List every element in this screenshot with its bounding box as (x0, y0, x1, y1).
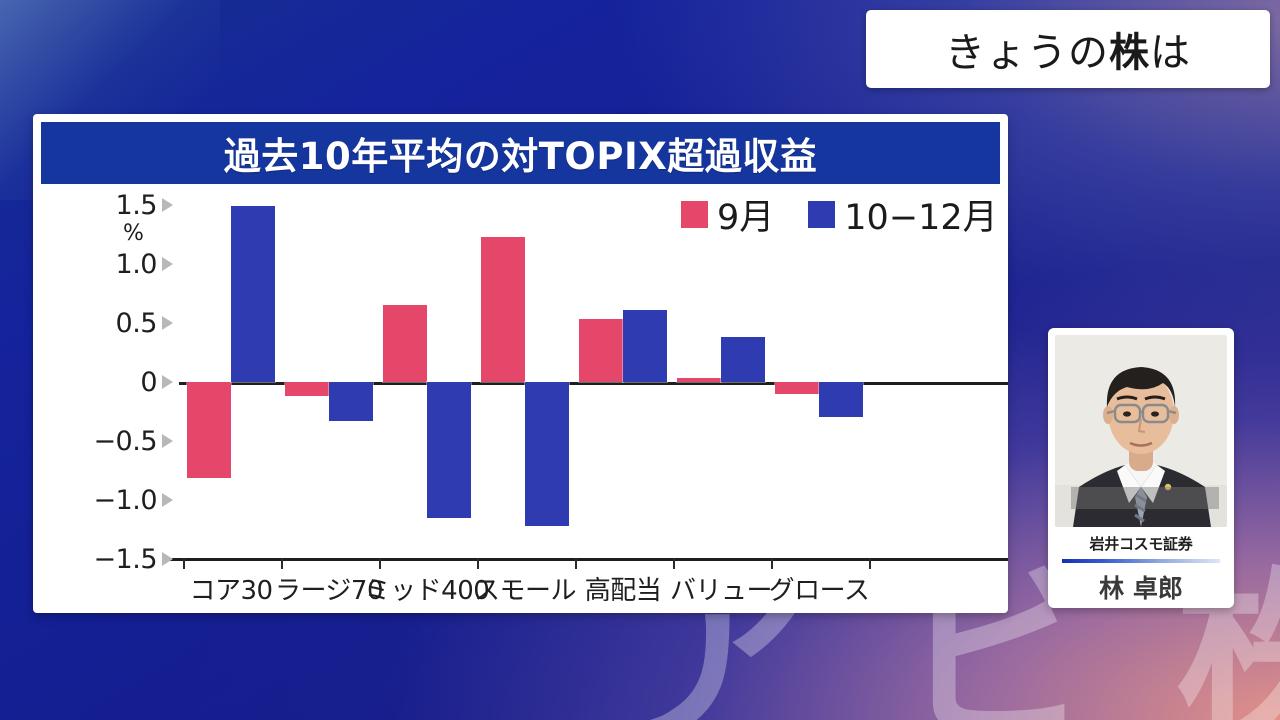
bar-グロース-10−12月 (818, 380, 864, 419)
y-axis-tick-label: −1.5 (93, 543, 157, 575)
y-axis-tick-label: −1.0 (93, 484, 157, 516)
x-axis-label-3: スモール (473, 576, 577, 606)
y-axis-tick-label: 0 (140, 366, 157, 398)
y-axis-tick-triangle-icon (162, 375, 173, 389)
bar-スモール-9月 (480, 235, 526, 383)
y-axis-tick-label: −0.5 (93, 425, 157, 457)
legend-label: 9月 (717, 198, 775, 238)
bar-バリュー-10−12月 (720, 336, 766, 383)
commentator-firm: 岩井コスモ証券 (1089, 535, 1193, 553)
bar-ミッド400-10−12月 (426, 381, 472, 519)
x-axis-label-6: グロース (768, 576, 870, 606)
x-axis-label-0: コア30 (189, 576, 273, 606)
bar-スモール-10−12月 (524, 381, 570, 527)
y-axis-tick-label: 1.5 (115, 189, 158, 221)
x-axis-label-4: 高配当 (584, 576, 662, 606)
portrait-illustration (1055, 335, 1227, 527)
x-axis-tick-edge-0 (183, 558, 185, 569)
y-axis-tick-6: −1.5 (33, 541, 173, 577)
y-axis-tick-triangle-icon (162, 434, 173, 448)
legend-swatch-icon (808, 201, 836, 228)
banner-prefix: きょうの (945, 30, 1109, 76)
y-axis-tick-triangle-icon (162, 552, 173, 566)
y-axis-tick-5: −1.0 (33, 482, 173, 518)
bar-バリュー-9月 (676, 377, 722, 383)
program-banner: きょうの株は (866, 10, 1270, 88)
commentator-portrait (1055, 335, 1227, 527)
bar-ラージ70-9月 (284, 380, 330, 398)
zero-axis-line (179, 382, 1008, 385)
chart-plot-area: 1.5 1.0 0.5 0 −0.5 −1.0 −1.5% コア30 ラージ70 ミッド400 ス… (93, 189, 1008, 606)
commentator-divider (1062, 559, 1220, 563)
y-axis-tick-label: 1.0 (115, 248, 158, 280)
y-axis-tick-triangle-icon (162, 316, 173, 330)
y-axis-unit-label: % (123, 221, 144, 246)
y-axis-tick-4: −0.5 (33, 423, 173, 459)
bar-グロース-9月 (774, 381, 820, 395)
commentator-name: 林 卓郎 (1099, 574, 1183, 603)
chart-card: 過去10年平均の対TOPIX超過収益 1.5 1.0 0.5 0 −0.5 −1.0 −1.… (33, 114, 1008, 613)
y-axis-tick-triangle-icon (162, 257, 173, 271)
legend-label: 10−12月 (844, 198, 998, 238)
x-axis-tick-4 (575, 558, 577, 569)
y-axis-tick-0: 1.5 (33, 187, 173, 223)
y-axis-tick-2: 0.5 (33, 305, 173, 341)
program-banner-text: きょうの株は (945, 20, 1191, 78)
chart-title: 過去10年平均の対TOPIX超過収益 (223, 135, 818, 178)
x-axis-tick-6 (771, 558, 773, 569)
bar-高配当-10−12月 (622, 309, 668, 383)
y-axis-tick-3: 0 (33, 364, 173, 400)
bar-ミッド400-9月 (382, 304, 428, 383)
x-axis-tick-edge-1 (869, 558, 871, 569)
y-axis-tick-triangle-icon (162, 493, 173, 507)
x-axis-tick-3 (477, 558, 479, 569)
commentator-card: 岩井コスモ証券 林 卓郎 (1048, 328, 1234, 608)
chart-title-bar: 過去10年平均の対TOPIX超過収益 (41, 122, 1000, 184)
bar-高配当-9月 (578, 318, 624, 383)
banner-emphasis: 株 (1109, 30, 1150, 76)
bar-コア30-10−12月 (230, 205, 276, 383)
x-axis-label-5: バリュー (669, 576, 773, 606)
bar-ラージ70-10−12月 (328, 381, 374, 422)
x-axis-tick-2 (379, 558, 381, 569)
banner-suffix: は (1150, 30, 1191, 76)
legend-item-0: 9月 (681, 189, 774, 240)
y-axis-tick-label: 0.5 (115, 307, 158, 339)
x-axis-label-1: ラージ70 (274, 576, 384, 606)
x-axis-tick-1 (281, 558, 283, 569)
y-axis-tick-triangle-icon (162, 198, 173, 212)
x-axis-tick-5 (673, 558, 675, 569)
legend-item-1: 10−12月 (808, 189, 998, 240)
legend-swatch-icon (681, 201, 708, 228)
bar-コア30-9月 (186, 381, 232, 479)
chart-legend: 9月 10−12月 (681, 189, 998, 240)
x-axis-line (170, 558, 1008, 561)
x-axis-label-2: ミッド400 (364, 576, 490, 606)
y-axis-tick-1: 1.0 (33, 246, 173, 282)
